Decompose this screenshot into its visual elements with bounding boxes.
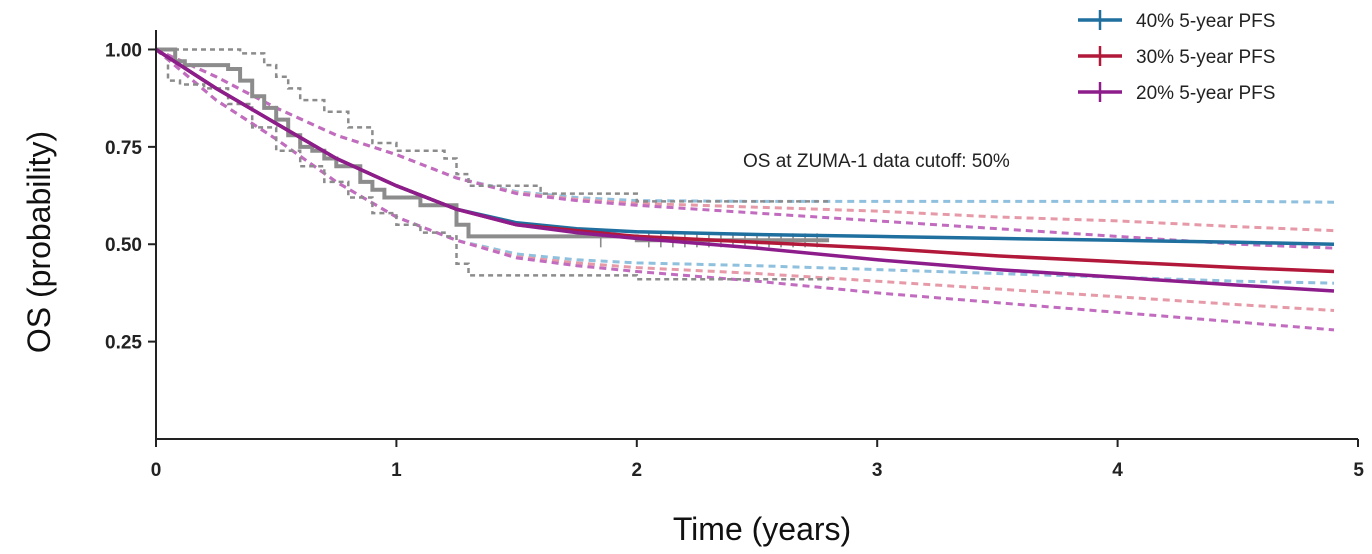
series-line-pfs40 — [155, 48, 1335, 246]
ci-lower-pfs20 — [155, 48, 1335, 332]
observed-km-upper-ci — [156, 48, 830, 203]
x-tick-label: 0 — [151, 460, 162, 481]
ci-upper-pfs20 — [155, 48, 1335, 250]
confidence-bands — [155, 48, 1335, 332]
x-axis-title: Time (years) — [673, 511, 851, 547]
x-tick-label: 5 — [1353, 460, 1364, 481]
ci-upper-pfs40 — [155, 48, 1335, 204]
x-tick-label: 1 — [391, 460, 402, 481]
legend-label-pfs30: 30% 5-year PFS — [1136, 47, 1275, 68]
ci-upper-pfs30 — [155, 48, 1335, 233]
x-tick-label: 4 — [1112, 460, 1123, 481]
y-tick-label: 0.75 — [105, 138, 142, 159]
legend: 40% 5-year PFS 30% 5-year PFS 20% 5-year P… — [1078, 10, 1275, 104]
x-tick-label: 2 — [632, 460, 643, 481]
observed-km-curve — [156, 47, 830, 243]
axes: 0.25 0.50 0.75 1.00 0 1 2 3 4 5 — [105, 30, 1364, 481]
cutoff-annotation: OS at ZUMA-1 data cutoff: 50% — [743, 151, 1010, 172]
legend-label-pfs20: 20% 5-year PFS — [1136, 83, 1275, 104]
y-axis-title: OS (probability) — [21, 131, 57, 353]
legend-label-pfs40: 40% 5-year PFS — [1136, 11, 1275, 32]
model-series-layer — [155, 48, 1335, 293]
x-tick-label: 3 — [872, 460, 883, 481]
y-tick-label: 0.50 — [105, 235, 142, 256]
y-tick-label: 1.00 — [105, 40, 142, 61]
y-tick-label: 0.25 — [105, 333, 142, 354]
series-line-pfs20 — [155, 48, 1335, 293]
